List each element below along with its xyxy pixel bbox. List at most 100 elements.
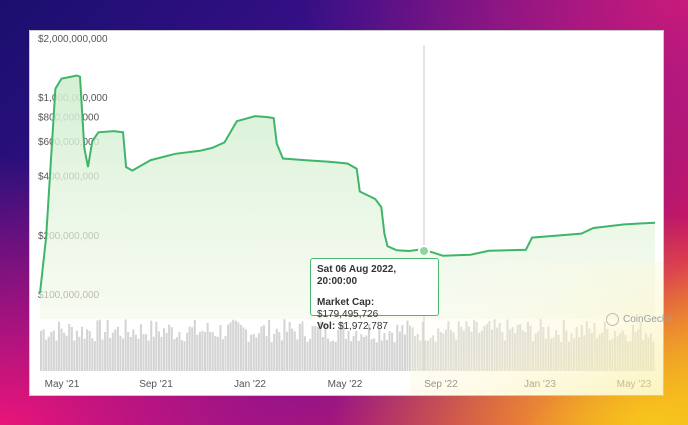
- x-tick-label: Sep '21: [139, 379, 173, 390]
- volume-bar: [286, 331, 289, 371]
- volume-bar: [368, 323, 371, 371]
- volume-bar: [98, 319, 101, 371]
- volume-bar: [383, 333, 386, 371]
- volume-bar: [227, 324, 230, 371]
- volume-bar: [175, 337, 178, 371]
- volume-bar: [406, 320, 409, 371]
- market-cap-chart[interactable]: $2,000,000,000$1,000,000,000$800,000,000…: [30, 31, 663, 395]
- volume-bar: [247, 341, 250, 371]
- volume-bar: [183, 341, 186, 371]
- x-tick-label: May '21: [45, 379, 80, 390]
- volume-bar: [250, 334, 253, 371]
- volume-bar: [168, 324, 171, 371]
- volume-bar: [81, 326, 84, 371]
- volume-bar: [242, 327, 245, 371]
- volume-bar: [106, 320, 109, 371]
- volume-bar: [188, 326, 191, 371]
- volume-bar: [339, 323, 342, 371]
- volume-bar: [198, 332, 201, 371]
- volume-bar: [70, 327, 73, 371]
- volume-bar: [145, 334, 148, 371]
- volume-bar: [329, 341, 332, 371]
- volume-bar: [378, 327, 381, 371]
- volume-bar: [255, 337, 258, 371]
- volume-bar: [147, 340, 150, 371]
- volume-bar: [273, 334, 276, 371]
- volume-bar: [111, 332, 114, 371]
- volume-bar: [214, 336, 217, 371]
- volume-bar: [224, 336, 227, 371]
- volume-bar: [303, 336, 306, 371]
- volume-bar: [296, 339, 299, 371]
- market-cap-area: [40, 75, 655, 319]
- volume-bar: [73, 340, 76, 371]
- volume-bar: [355, 331, 358, 371]
- volume-bar: [324, 323, 327, 371]
- volume-bar: [265, 336, 268, 371]
- volume-bar: [52, 330, 55, 371]
- volume-bar: [186, 332, 189, 371]
- volume-bar: [327, 338, 330, 371]
- volume-bar: [40, 330, 43, 371]
- volume-bar: [388, 331, 391, 371]
- volume-bar: [293, 331, 296, 371]
- hover-tooltip: Sat 06 Aug 2022, 20:00:00 Market Cap: $1…: [310, 258, 439, 332]
- volume-bar: [350, 341, 353, 371]
- volume-bar: [170, 327, 173, 371]
- volume-bar: [237, 322, 240, 371]
- volume-bar: [288, 322, 291, 371]
- volume-bar: [306, 341, 309, 371]
- market-cap-line: [39, 74, 656, 294]
- volume-bar: [63, 332, 66, 371]
- volume-bar: [180, 340, 183, 371]
- volume-bar: [260, 326, 263, 371]
- volume-bar: [196, 334, 199, 371]
- volume-bar: [391, 332, 394, 371]
- volume-bar: [45, 339, 48, 371]
- volume-bar: [221, 339, 224, 371]
- volume-bar: [360, 334, 363, 371]
- volume-bar: [201, 330, 204, 371]
- volume-bar: [270, 342, 273, 371]
- volume-bar: [393, 342, 396, 371]
- volume-bar: [157, 331, 160, 371]
- volume-bar: [373, 338, 376, 371]
- volume-bar: [129, 337, 132, 371]
- volume-bar: [160, 336, 163, 371]
- volume-bar: [173, 339, 176, 371]
- volume-bar: [245, 329, 248, 371]
- volume-bar: [78, 336, 81, 371]
- y-tick-label: $2,000,000,000: [38, 34, 108, 45]
- volume-bar: [165, 333, 168, 371]
- volume-bar: [50, 332, 53, 371]
- volume-bar: [309, 338, 312, 371]
- volume-bar: [380, 340, 383, 371]
- volume-bar: [385, 339, 388, 371]
- tooltip-date: Sat 06 Aug 2022, 20:00:00: [317, 264, 397, 287]
- coingecko-watermark: CoinGecko: [606, 313, 672, 326]
- tooltip-market-cap: Market Cap: $179,495,726: [317, 297, 379, 320]
- volume-bar: [60, 328, 63, 371]
- volume-bar: [280, 340, 283, 371]
- volume-bar: [163, 328, 166, 371]
- volume-bar: [209, 331, 212, 371]
- volume-bar: [314, 326, 317, 371]
- volume-bar: [65, 335, 68, 371]
- volume-bar: [206, 322, 209, 371]
- volume-bar: [68, 324, 71, 371]
- volume-bar: [398, 331, 401, 371]
- volume-bar: [122, 338, 125, 371]
- volume-bar: [57, 321, 60, 371]
- volume-bar: [55, 340, 58, 371]
- volume-bar: [301, 321, 304, 371]
- volume-bar: [298, 323, 301, 371]
- volume-bar: [232, 319, 235, 371]
- volume-bar: [139, 324, 142, 371]
- volume-bar: [283, 319, 286, 371]
- volume-bar: [104, 332, 107, 371]
- volume-bar: [204, 332, 207, 371]
- volume-bar: [332, 340, 335, 371]
- chart-panel: $2,000,000,000$1,000,000,000$800,000,000…: [29, 30, 672, 396]
- volume-bar: [268, 320, 271, 371]
- volume-bar: [262, 325, 265, 371]
